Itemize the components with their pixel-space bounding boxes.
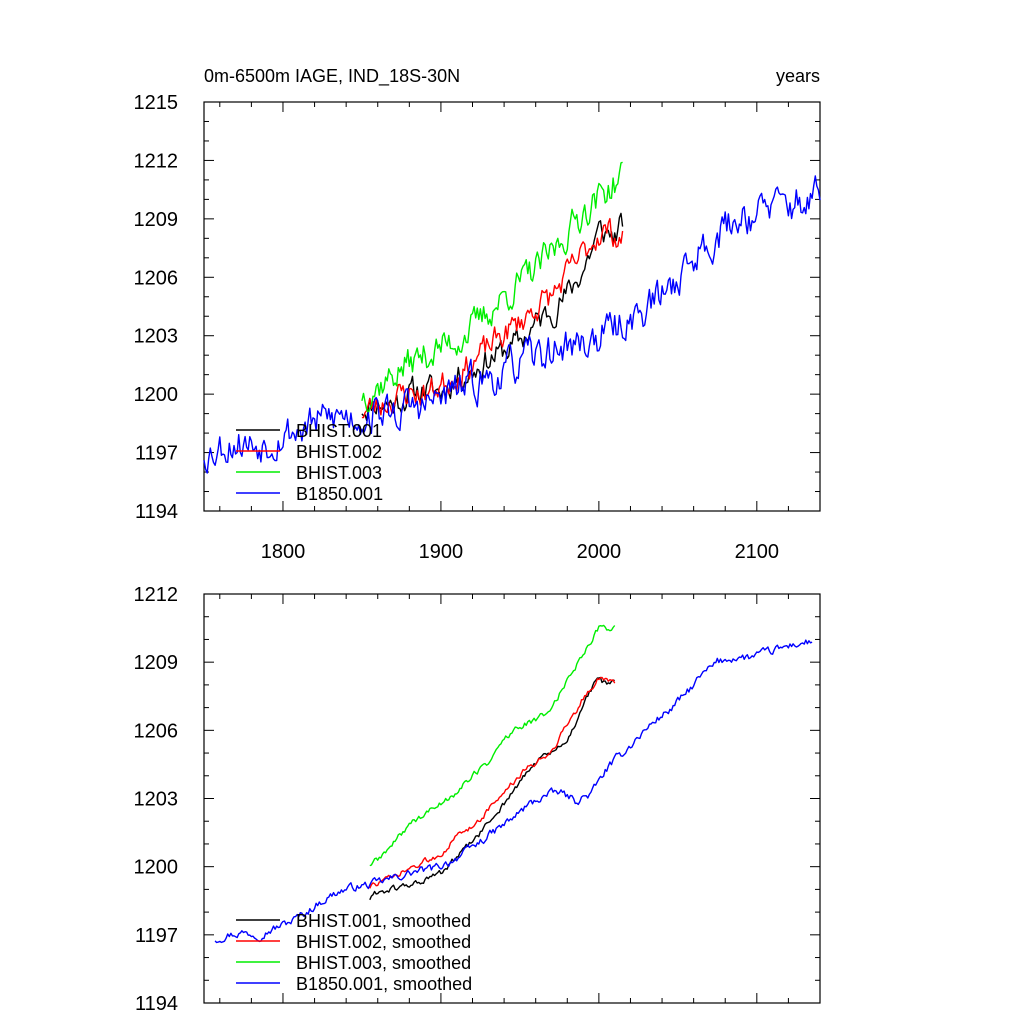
top-series-line-2 xyxy=(361,217,624,419)
bottom-series-line-2 xyxy=(369,676,616,889)
bottom-series-line-1 xyxy=(369,676,615,901)
bottom-panel: 1194 1197 1200 1203 1206 1209 1212 BHIST.001, … xyxy=(134,584,821,1015)
y-tick-label: 1200 xyxy=(134,857,179,879)
y-tick-label: 1197 xyxy=(135,443,178,465)
top-axis-ticks xyxy=(204,101,821,512)
y-tick-label: 1206 xyxy=(134,720,179,742)
x-tick-label: 2100 xyxy=(735,541,780,563)
y-tick-label: 1194 xyxy=(135,501,178,523)
top-legend-label: BHIST.002 xyxy=(296,442,382,462)
chart-units-label: years xyxy=(776,66,820,86)
y-tick-label: 1206 xyxy=(134,267,179,289)
top-legend-label: BHIST.003 xyxy=(296,463,382,483)
top-series-group xyxy=(203,161,821,474)
bottom-legend-label: BHIST.002, smoothed xyxy=(296,932,471,952)
x-tick-label: 1900 xyxy=(419,541,464,563)
top-legend-label: B1850.001 xyxy=(296,484,383,504)
y-tick-label: 1197 xyxy=(135,925,178,947)
y-tick-label: 1203 xyxy=(134,326,179,348)
x-tick-label: 1800 xyxy=(261,541,306,563)
top-series-line-1 xyxy=(361,212,624,422)
top-plot-frame xyxy=(203,101,821,512)
bottom-series-group xyxy=(214,624,813,944)
top-y-tick-labels: 1194 1197 1200 1203 1206 1209 1212 1215 xyxy=(134,92,179,523)
chart-title: 0m-6500m IAGE, IND_18S-30N xyxy=(204,66,460,87)
y-tick-label: 1212 xyxy=(134,584,179,606)
y-tick-label: 1194 xyxy=(135,993,178,1015)
top-panel: 1194 1197 1200 1203 1206 1209 1212 1215 1800 190… xyxy=(134,92,821,563)
bottom-legend-label: BHIST.001, smoothed xyxy=(296,911,471,931)
y-tick-label: 1209 xyxy=(134,652,179,674)
bottom-legend-label: BHIST.003, smoothed xyxy=(296,953,471,973)
y-tick-label: 1209 xyxy=(134,209,179,231)
top-series-line-3 xyxy=(361,161,623,414)
y-tick-label: 1215 xyxy=(134,92,179,114)
y-tick-label: 1200 xyxy=(134,384,179,406)
y-tick-label: 1203 xyxy=(134,789,179,811)
x-tick-label: 2000 xyxy=(577,541,622,563)
top-series-line-4 xyxy=(203,175,821,474)
bottom-legend-label: B1850.001, smoothed xyxy=(296,974,472,994)
bottom-y-tick-labels: 1194 1197 1200 1203 1206 1209 1212 xyxy=(134,584,179,1015)
top-x-tick-labels: 1800 1900 2000 2100 xyxy=(261,541,779,563)
top-legend-label: BHIST.001 xyxy=(296,421,382,441)
bottom-series-line-4 xyxy=(214,639,813,944)
bottom-series-line-3 xyxy=(369,624,616,867)
y-tick-label: 1212 xyxy=(134,150,179,172)
bottom-axis-ticks xyxy=(204,593,821,1004)
